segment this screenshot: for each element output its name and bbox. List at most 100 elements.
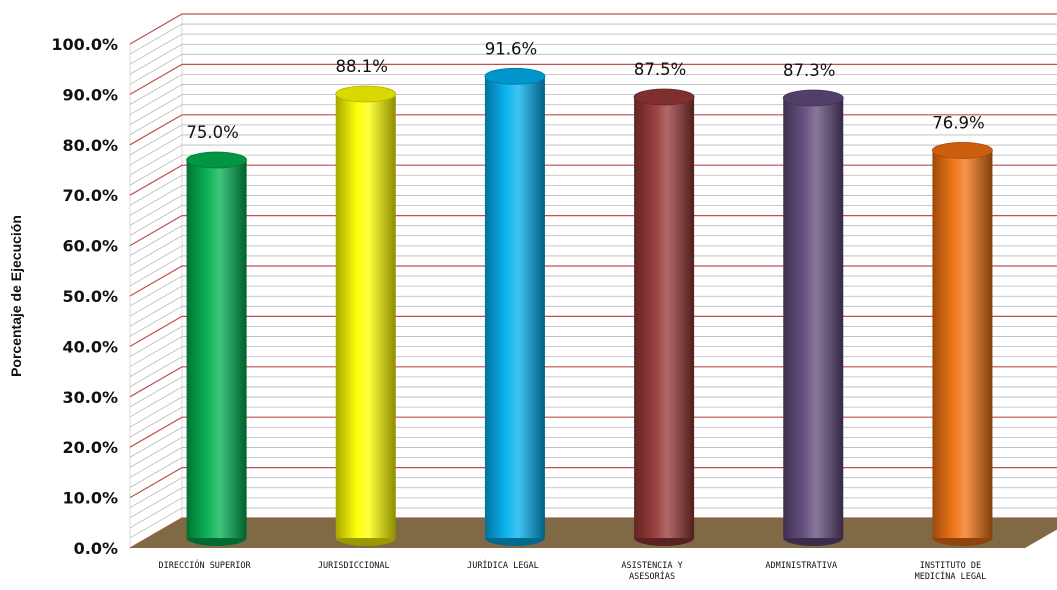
minor-gridline [129, 205, 1057, 236]
minor-gridline [129, 326, 1057, 357]
minor-gridline [129, 406, 1057, 438]
minor-gridline [129, 23, 1057, 55]
minor-gridline [129, 195, 1057, 226]
category-label: ADMINISTRATIVA [765, 561, 837, 571]
bar-body [932, 150, 993, 538]
minor-gridline [129, 436, 1057, 468]
category-label: INSTITUTO DE MEDICÍNA LEGAL [915, 561, 987, 582]
category-label: JURISDICCIONAL [318, 561, 390, 571]
category-label: ASISTENCIA Y ASESORÍAS [621, 561, 682, 582]
bar-body [783, 98, 844, 539]
data-labels: 75.0% 88.1% 91.6% 87.5% 87.3% 76.9% [186, 39, 984, 142]
minor-gridline [129, 275, 1057, 307]
minor-gridline [129, 426, 1057, 458]
chart-floor [130, 518, 1057, 548]
major-gridline [129, 467, 1057, 499]
minor-gridline [129, 134, 1057, 166]
y-tick-label: 100.0% [51, 35, 118, 54]
y-tick-label: 20.0% [62, 438, 118, 457]
major-gridline [129, 164, 1057, 196]
major-gridline [129, 63, 1057, 95]
bar-body [484, 76, 545, 538]
category-label: DIRECCIÓN SUPERIOR [159, 559, 252, 571]
y-axis-tick-labels: 0.0% 10.0% 20.0% 30.0% 40.0% 50.0% 60.0% 70.0% 8… [51, 35, 118, 558]
minor-gridline [129, 346, 1057, 377]
bar-6 [932, 142, 993, 546]
major-gridline [129, 416, 1057, 448]
x-axis-category-labels: DIRECCIÓN SUPERIOR JURISDICCIONAL JURÍDICA… [159, 559, 987, 582]
y-tick-label: 60.0% [62, 237, 118, 256]
y-tick-label: 10.0% [62, 489, 118, 508]
y-tick-label: 90.0% [62, 85, 118, 104]
minor-gridline [129, 487, 1057, 519]
minor-gridline [129, 507, 1057, 539]
bar-top [932, 142, 993, 159]
minor-gridline [129, 53, 1057, 85]
bar-4 [633, 88, 695, 546]
minor-gridline [129, 154, 1057, 186]
bar-body [186, 160, 247, 538]
minor-gridline [129, 235, 1057, 267]
minor-gridline [129, 295, 1057, 327]
minor-gridline [129, 477, 1057, 509]
minor-gridline [129, 144, 1057, 176]
bar-5 [782, 89, 844, 546]
bar-body [335, 93, 396, 538]
major-gridline [129, 265, 1057, 297]
y-tick-label: 0.0% [74, 539, 118, 558]
y-tick-label: 50.0% [62, 287, 118, 306]
minor-gridline [129, 447, 1057, 478]
bar-2 [335, 85, 397, 546]
bar-top [335, 85, 397, 103]
minor-gridline [129, 174, 1057, 206]
bar-3 [484, 67, 546, 546]
data-label: 76.9% [932, 113, 984, 132]
minor-gridline [129, 104, 1057, 136]
minor-gridline [129, 84, 1057, 115]
minor-gridline [129, 225, 1057, 257]
minor-gridline [129, 94, 1057, 125]
minor-gridline [129, 184, 1057, 216]
y-tick-label: 80.0% [62, 136, 118, 155]
data-label: 87.5% [634, 60, 686, 79]
minor-gridline [129, 124, 1057, 156]
bar-top [186, 151, 247, 169]
minor-gridline [129, 305, 1057, 337]
y-tick-label: 70.0% [62, 186, 118, 205]
major-gridline [129, 215, 1057, 247]
major-gridline [129, 114, 1057, 146]
minor-gridline [129, 43, 1057, 75]
y-tick-label: 30.0% [62, 388, 118, 407]
y-axis-title: Porcentaje de Ejecución [8, 215, 24, 377]
bars [186, 67, 993, 546]
data-label: 75.0% [186, 123, 238, 142]
major-gridline [129, 315, 1057, 347]
bar-top [782, 89, 844, 107]
category-label: JURÍDICA LEGAL [467, 559, 539, 571]
bar-top [633, 88, 695, 106]
chart-back-wall [129, 13, 1057, 549]
floor-plane [130, 518, 1057, 548]
minor-gridline [129, 386, 1057, 418]
minor-gridline [129, 33, 1057, 65]
major-gridline [129, 366, 1057, 398]
y-tick-label: 40.0% [62, 337, 118, 356]
minor-gridline [129, 255, 1057, 287]
bar-top [484, 67, 546, 85]
minor-gridline [129, 356, 1057, 388]
minor-gridline [129, 245, 1057, 277]
bar-1 [186, 151, 247, 546]
data-label: 87.3% [783, 61, 835, 80]
major-gridline [129, 13, 1057, 45]
minor-gridline [129, 376, 1057, 408]
bar-body [634, 97, 695, 538]
minor-gridline [129, 336, 1057, 367]
minor-gridline [129, 285, 1057, 317]
data-label: 91.6% [485, 39, 537, 58]
minor-gridline [129, 497, 1057, 529]
minor-gridline [129, 74, 1057, 105]
minor-gridline [129, 396, 1057, 428]
minor-gridline [129, 457, 1057, 488]
